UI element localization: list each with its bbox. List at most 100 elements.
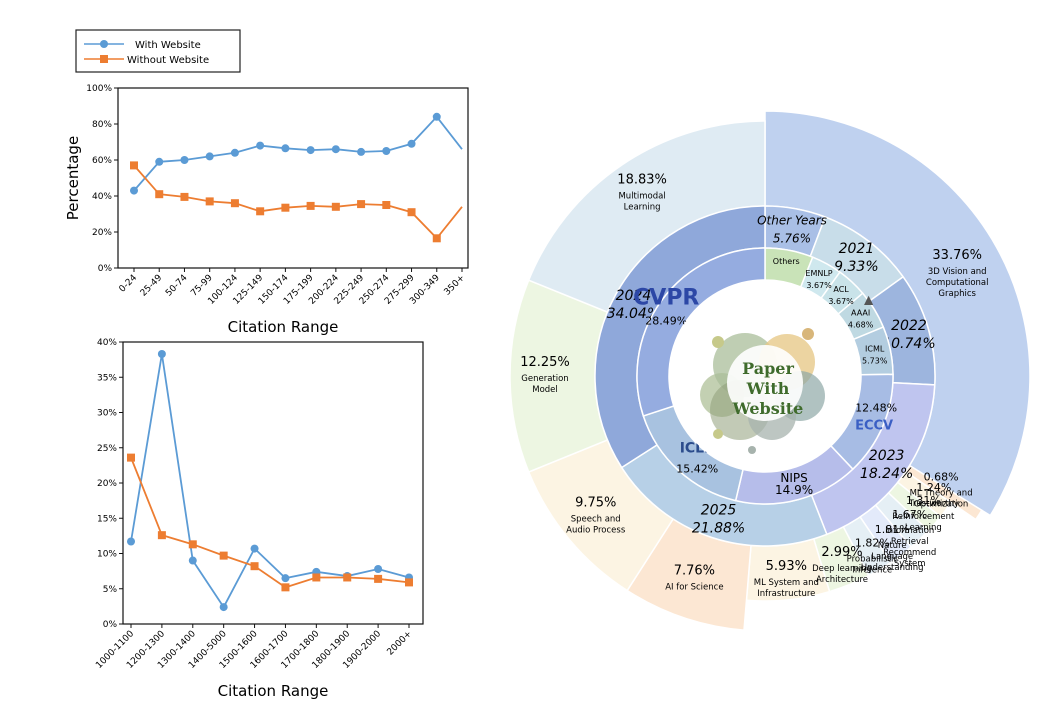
outer-segment-label: Trustworthy bbox=[908, 499, 959, 509]
point-without-website bbox=[407, 208, 416, 217]
y-tick-label: 20% bbox=[92, 228, 112, 238]
outer-segment-percent: 1.82% bbox=[855, 537, 890, 550]
point-with-website bbox=[357, 147, 366, 156]
eccv-logo: ECCV bbox=[855, 419, 893, 434]
outer-segment-label: ML Theory and bbox=[910, 488, 973, 498]
outer-segment-label: Infrastructure bbox=[757, 589, 815, 599]
outer-segment-label: Retrieval bbox=[891, 537, 929, 547]
legend: With Website Without Website bbox=[75, 29, 241, 73]
outer-segment-label: Learning bbox=[905, 523, 942, 533]
outer-segment-label: Deep learning bbox=[812, 564, 872, 574]
point-without-website bbox=[130, 161, 138, 170]
point-without-website bbox=[127, 453, 135, 462]
outer-segment-label: System bbox=[894, 559, 926, 569]
point-with-website bbox=[256, 141, 265, 150]
outer-segment-percent: 1.24% bbox=[916, 481, 951, 494]
year-segment-year: Other Years bbox=[757, 213, 827, 227]
point-without-website bbox=[382, 201, 391, 209]
point-with-website bbox=[281, 144, 290, 153]
point-with-website bbox=[432, 112, 441, 121]
venue-percent: 14.9% bbox=[775, 483, 813, 497]
y-tick-label: 40% bbox=[92, 192, 112, 202]
outer-segment-label: Computational bbox=[926, 278, 989, 288]
outer-segment-label: Architecture bbox=[816, 575, 868, 585]
y-tick-label: 30% bbox=[97, 409, 117, 419]
y-tick-label: 80% bbox=[92, 120, 112, 130]
y-tick-label: 25% bbox=[97, 444, 117, 454]
venue-percent: 4.68% bbox=[848, 321, 874, 330]
point-with-website bbox=[382, 147, 391, 155]
year-segment-percent: 10.74% bbox=[882, 336, 935, 352]
year-segment-year: 2024 bbox=[616, 288, 652, 304]
x-tick-label: 2000+ bbox=[386, 629, 415, 658]
venue-label: ACL bbox=[833, 285, 849, 294]
point-without-website bbox=[157, 531, 166, 540]
legend-without-marker bbox=[100, 55, 108, 63]
outer-segment-label: Language bbox=[871, 552, 913, 562]
point-without-website bbox=[374, 574, 383, 583]
y-tick-label: 35% bbox=[97, 373, 117, 383]
chart1-ylabel: Percentage bbox=[64, 136, 82, 220]
point-with-website bbox=[157, 349, 166, 358]
chart2-xlabel: Citation Range bbox=[218, 682, 329, 700]
venue-label: AAAI bbox=[851, 309, 870, 318]
outer-segment-label: Optimization bbox=[914, 499, 968, 509]
point-with-website bbox=[306, 146, 315, 155]
outer-segment-label: Model bbox=[532, 385, 558, 395]
venue-label: 15.42% bbox=[676, 463, 718, 476]
venue-label: ICML bbox=[865, 344, 885, 353]
outer-segment-percent: 7.76% bbox=[674, 563, 715, 578]
point-with-website bbox=[188, 556, 197, 565]
point-with-website bbox=[250, 544, 259, 553]
outer-segment-percent: 1.81% bbox=[875, 523, 910, 536]
point-with-website bbox=[281, 574, 290, 583]
chart1-xlabel: Citation Range bbox=[228, 318, 339, 336]
y-tick-label: 5% bbox=[103, 585, 118, 595]
outer-segment-percent: 2.99% bbox=[821, 545, 862, 560]
venue-label: 28.49% bbox=[645, 314, 687, 327]
legend-with-marker bbox=[100, 40, 108, 48]
y-tick-label: 15% bbox=[97, 514, 117, 524]
outer-segment-label: Multimodal bbox=[618, 192, 665, 202]
point-with-website bbox=[331, 145, 340, 154]
point-with-website bbox=[155, 157, 164, 166]
point-without-website bbox=[281, 583, 290, 592]
point-without-website bbox=[306, 201, 315, 210]
outer-segment-percent: 12.25% bbox=[520, 355, 570, 370]
y-tick-label: 100% bbox=[86, 84, 112, 94]
x-tick-label: 0-24 bbox=[118, 273, 140, 295]
outer-segment-label: 3D Vision and bbox=[928, 267, 987, 277]
aaai-logo: ▲ bbox=[864, 293, 874, 307]
y-tick-label: 0% bbox=[98, 264, 113, 274]
center-cloud: Paper With Website bbox=[669, 280, 861, 472]
x-tick-label: 50-74 bbox=[164, 273, 190, 299]
outer-segment-label: Understanding bbox=[861, 563, 924, 573]
year-segment-percent: 9.33% bbox=[834, 259, 878, 275]
outer-segment-label: Inference bbox=[852, 566, 892, 576]
year-segment-year: 2025 bbox=[701, 503, 737, 519]
cloud-dot bbox=[748, 446, 756, 454]
outer-segment-percent: 5.93% bbox=[766, 559, 807, 574]
legend-box bbox=[75, 29, 241, 73]
y-tick-label: 60% bbox=[92, 156, 112, 166]
series-with-website-line bbox=[133, 115, 463, 192]
venue-percent: 3.67% bbox=[806, 281, 832, 290]
chart-high-citation: Citation Range 0% 5% 10% 15% 20% 25% 30% 35% 40%… bbox=[94, 338, 424, 700]
year-segment-year: 2023 bbox=[869, 448, 905, 464]
y-tick-label: 0% bbox=[103, 620, 118, 630]
center-label-line3: Website bbox=[732, 399, 804, 418]
outer-segment-label: Reinforcement bbox=[892, 512, 955, 522]
point-without-website bbox=[155, 190, 164, 199]
point-with-website bbox=[219, 603, 228, 612]
outer-segment-label: Speech and bbox=[571, 515, 621, 525]
outer-segment-label: ML System and bbox=[754, 578, 819, 588]
point-without-website bbox=[219, 551, 228, 560]
year-segment-percent: 34.04% bbox=[607, 306, 660, 322]
cvpr-logo: CVPR bbox=[633, 285, 699, 310]
outer-segment-label: Graphics bbox=[938, 289, 976, 299]
point-without-website bbox=[250, 562, 259, 571]
outer-segment-percent: 1.31% bbox=[906, 494, 941, 507]
cloud-core bbox=[727, 345, 803, 421]
point-without-website bbox=[405, 578, 413, 587]
